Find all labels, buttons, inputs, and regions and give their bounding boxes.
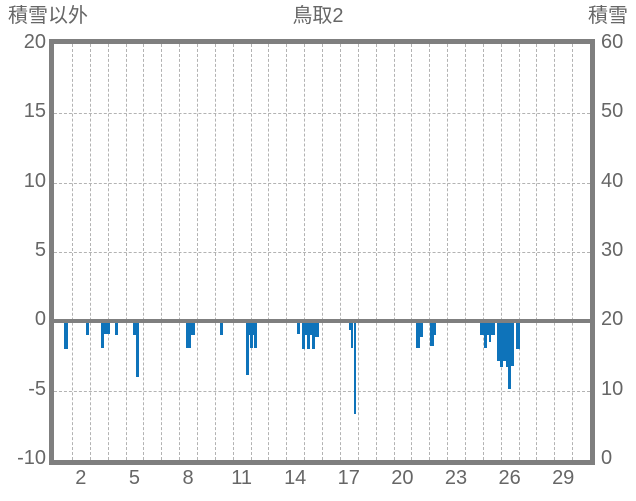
bar — [250, 321, 253, 348]
right-axis-label: 積雪 — [588, 5, 628, 27]
zero-line — [54, 319, 590, 324]
bar — [252, 321, 255, 336]
bar — [190, 321, 195, 336]
bar — [132, 321, 136, 336]
y-tick-label-right: 50 — [601, 100, 624, 123]
y-tick-label-left: 10 — [23, 169, 46, 192]
bar — [419, 321, 424, 337]
bar — [508, 321, 512, 390]
x-tick-label: 11 — [231, 467, 252, 489]
y-tick-label-right: 60 — [601, 31, 624, 53]
horizontal-gridline — [54, 252, 590, 253]
bar — [486, 321, 489, 336]
left-axis-label: 積雪以外 — [8, 5, 88, 27]
bar — [415, 321, 420, 348]
bar — [135, 321, 139, 377]
page-title: 鳥取2 — [292, 5, 344, 27]
horizontal-gridline — [54, 113, 590, 115]
y-tick-label-right: 10 — [601, 377, 624, 400]
y-tick-label-right: 40 — [601, 169, 624, 192]
y-tick-label-left: 15 — [23, 100, 46, 123]
bar — [309, 321, 312, 336]
bar — [246, 321, 250, 376]
bar — [314, 321, 319, 337]
bar — [429, 321, 434, 347]
bar — [311, 321, 315, 349]
bar — [249, 321, 251, 336]
bar — [100, 321, 104, 348]
x-tick-label: 29 — [552, 467, 575, 489]
bar — [353, 321, 357, 415]
bar — [348, 321, 351, 330]
y-tick-label-right: 30 — [601, 239, 624, 261]
x-tick-label: 8 — [182, 467, 194, 489]
plot-frame — [49, 39, 595, 465]
x-tick-label: 2 — [75, 467, 87, 489]
bar — [186, 321, 191, 348]
bar — [85, 321, 90, 336]
bar — [63, 321, 69, 349]
y-tick-label-left: -5 — [28, 377, 46, 400]
y-tick-label-left: 20 — [23, 31, 46, 53]
x-tick-label: 23 — [444, 467, 468, 489]
bar — [511, 321, 515, 366]
y-tick-label-right: 20 — [601, 308, 624, 331]
x-tick-label: 20 — [391, 467, 414, 489]
bar — [304, 321, 307, 336]
bar — [433, 321, 437, 336]
bar — [220, 321, 224, 336]
y-tick-label-left: 0 — [34, 308, 46, 331]
bar — [490, 321, 495, 336]
bar — [506, 321, 509, 368]
y-tick-label-left: -10 — [17, 447, 46, 469]
bar — [488, 321, 491, 343]
x-tick-label: 14 — [284, 467, 307, 489]
bar — [306, 321, 310, 349]
bar — [301, 321, 305, 349]
bar — [254, 321, 258, 348]
bar — [103, 321, 111, 334]
bar — [351, 321, 354, 348]
x-tick-label: 5 — [128, 467, 140, 489]
bar — [503, 321, 507, 362]
x-tick-label: 17 — [337, 467, 360, 489]
y-tick-label-left: 5 — [34, 239, 46, 261]
horizontal-gridline — [54, 390, 590, 392]
plot-area — [54, 44, 590, 460]
bar — [497, 321, 501, 362]
x-tick-label: 26 — [498, 467, 521, 489]
bar — [114, 321, 118, 336]
bar — [516, 321, 521, 349]
bar — [479, 321, 484, 336]
bar — [483, 321, 487, 348]
horizontal-gridline — [54, 182, 590, 184]
y-tick-label-right: 0 — [601, 447, 613, 469]
bar — [297, 321, 301, 334]
bar — [500, 321, 504, 368]
